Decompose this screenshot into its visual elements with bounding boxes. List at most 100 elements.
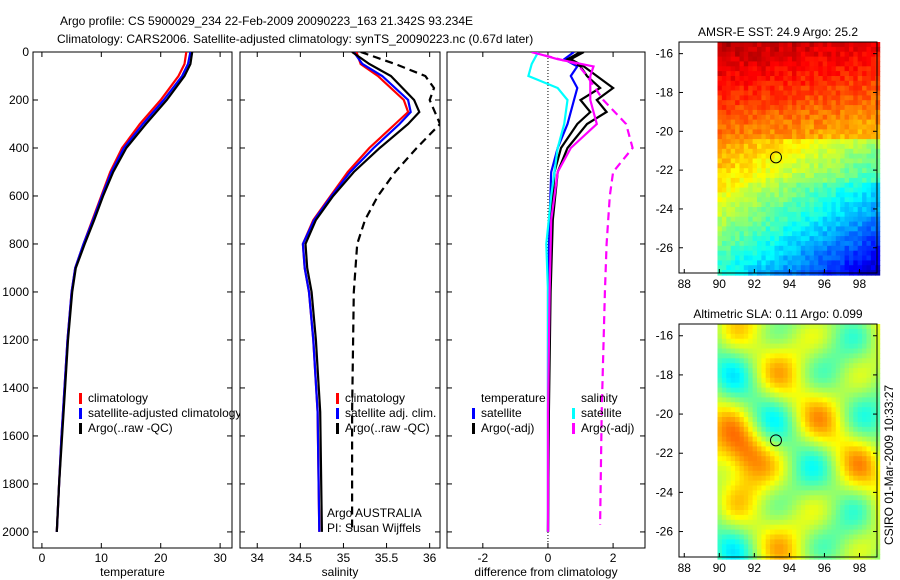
map-cell [849, 168, 854, 174]
map-cell [835, 358, 841, 364]
map-cell [717, 46, 723, 53]
map-cell [827, 241, 833, 247]
map-cell [813, 338, 819, 345]
map-cell [726, 524, 732, 531]
map-cell [805, 539, 811, 545]
map-cell [840, 358, 846, 364]
map-cell [765, 260, 771, 266]
map-cell [721, 153, 727, 160]
x-tick-label: 90 [713, 561, 727, 575]
map-cell [840, 363, 846, 369]
map-cell [813, 105, 819, 111]
map-cell [835, 534, 841, 540]
map-cell [748, 80, 754, 87]
map-cell [761, 519, 767, 526]
map-cell [726, 544, 732, 550]
map-cell [721, 105, 727, 111]
map-cell [805, 387, 811, 394]
map-cell [844, 426, 850, 433]
map-cell [849, 124, 854, 130]
map-cell [792, 46, 797, 53]
map-cell [827, 221, 833, 228]
map-cell [752, 255, 758, 261]
map-cell [757, 407, 762, 413]
map-cell [721, 505, 727, 511]
map-cell [844, 226, 850, 232]
map-cell [835, 241, 841, 247]
map-cell [752, 56, 758, 63]
map-cell [787, 46, 793, 53]
map-cell [813, 124, 819, 130]
map-cell [870, 470, 876, 477]
map-cell [849, 392, 854, 398]
map-cell [822, 519, 828, 526]
map-cell [805, 182, 811, 189]
map-cell [840, 202, 846, 208]
map-cell [717, 85, 723, 92]
map-cell [849, 211, 854, 218]
map-cell [774, 231, 780, 237]
map-cell [835, 105, 841, 111]
map-cell [813, 182, 819, 189]
map-cell [796, 343, 802, 350]
map-cell [743, 505, 749, 511]
map-cell [752, 114, 758, 121]
map-cell [796, 324, 802, 330]
map-cell [757, 490, 762, 496]
map-cell [827, 524, 833, 531]
map-cell [774, 216, 780, 223]
map-cell [721, 412, 727, 418]
map-cell [813, 353, 819, 359]
map-cell [748, 485, 754, 491]
map-cell [765, 470, 771, 477]
map-cell [783, 168, 789, 174]
map-cell [787, 417, 793, 423]
map-cell [796, 368, 802, 374]
map-cell [774, 377, 780, 384]
map-cell [870, 51, 876, 58]
map-cell [743, 397, 749, 403]
map-cell [805, 461, 811, 467]
map-cell [853, 236, 859, 242]
map-cell [770, 202, 776, 208]
map-cell [765, 187, 771, 194]
map-cell [805, 451, 811, 457]
map-cell [840, 80, 846, 87]
map-cell [857, 76, 863, 82]
map-cell [757, 71, 762, 77]
map-cell [717, 119, 723, 126]
map-cell [721, 80, 727, 87]
map-cell [739, 446, 745, 452]
map-cell [774, 436, 780, 443]
map-cell [857, 368, 863, 374]
map-cell [770, 363, 776, 369]
map-cell [761, 168, 767, 174]
map-cell [835, 129, 841, 135]
map-cell [822, 51, 828, 58]
map-cell [730, 510, 736, 516]
legend-label: temperature [481, 391, 546, 405]
map-cell [870, 109, 876, 116]
map-cell [757, 446, 762, 452]
map-cell [813, 153, 819, 160]
map-cell [765, 148, 771, 155]
map-cell [866, 265, 872, 271]
map-cell [849, 226, 854, 232]
map-cell [870, 129, 876, 135]
map-cell [787, 250, 793, 257]
map-cell [774, 255, 780, 261]
map-cell [717, 348, 723, 354]
map-cell [721, 368, 727, 374]
map-cell [783, 100, 789, 106]
map-cell [870, 119, 876, 126]
map-cell [870, 421, 876, 428]
map-cell [730, 66, 736, 72]
map-cell [778, 328, 784, 335]
map-cell [870, 431, 876, 438]
map-cell [765, 377, 771, 384]
map-cell [770, 436, 776, 443]
map-cell [849, 372, 854, 379]
map-cell [818, 461, 824, 467]
map-cell [853, 514, 859, 521]
map-cell [827, 109, 833, 116]
